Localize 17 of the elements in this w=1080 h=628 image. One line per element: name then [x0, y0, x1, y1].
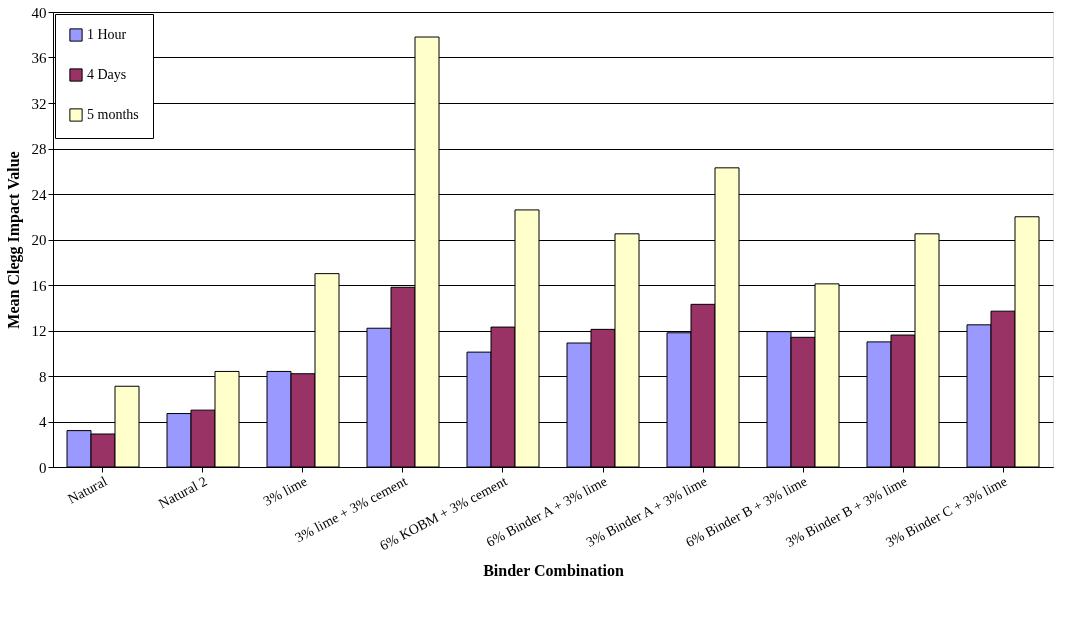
- legend-label: 4 Days: [87, 67, 127, 82]
- y-tick-label: 16: [31, 277, 47, 294]
- x-axis-title: Binder Combination: [483, 562, 624, 580]
- y-tick-label: 4: [39, 414, 47, 430]
- legend-label: 1 Hour: [87, 27, 127, 42]
- y-tick-label: 32: [31, 95, 47, 112]
- y-tick-label: 24: [31, 186, 47, 203]
- y-axis-title: Mean Clegg Impact Value: [4, 151, 23, 329]
- y-tick-label: 0: [39, 459, 47, 476]
- y-tick-label: 36: [31, 50, 47, 66]
- legend-label: 5 months: [87, 107, 139, 122]
- x-tick-label: 3% lime: [260, 473, 310, 509]
- y-tick-label: 28: [31, 141, 47, 157]
- y-tick-label: 20: [31, 232, 47, 248]
- y-tick-label: 12: [31, 323, 47, 339]
- y-tick-label: 40: [31, 4, 47, 21]
- y-tick-label: 8: [39, 368, 47, 385]
